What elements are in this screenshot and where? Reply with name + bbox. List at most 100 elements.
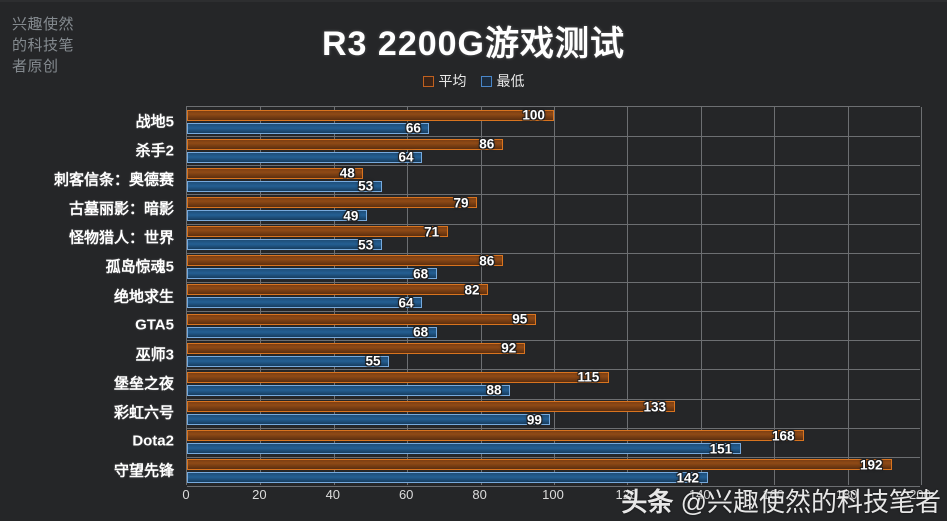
bar-average[interactable]: [187, 342, 525, 354]
bar-average[interactable]: [187, 167, 364, 179]
bar-row: 92 55: [187, 340, 920, 369]
bar-value-label: 92: [501, 340, 517, 356]
bar-average[interactable]: [187, 313, 536, 325]
category-label: 古墓丽影：暗影: [68, 200, 174, 218]
gridline-vertical: [921, 107, 922, 485]
legend-swatch-minimum-icon: [480, 75, 492, 87]
bar-minimum[interactable]: [187, 210, 367, 222]
bar-row: 95 68: [187, 311, 920, 340]
bar-value-label: 99: [526, 412, 542, 428]
bar-group: 115: [187, 369, 920, 385]
value-tick-label: 160: [762, 487, 785, 502]
bar-group: 86: [187, 137, 920, 152]
bar-group: 168: [187, 428, 920, 444]
bar-average[interactable]: [187, 371, 610, 383]
category-label: 彩虹六号: [113, 404, 174, 422]
bar-value-label: 151: [709, 441, 733, 457]
bar-average[interactable]: [187, 459, 892, 471]
bar-group: 192: [187, 457, 920, 472]
bar-minimum[interactable]: [187, 297, 422, 309]
bar-group: 64: [187, 295, 920, 310]
bar-average[interactable]: [187, 226, 448, 238]
category-label: 刺客信条：奥德赛: [53, 171, 174, 189]
chart-legend: 平均 最低: [0, 74, 947, 88]
chart-title: R3 2200G游戏测试: [322, 25, 625, 63]
bar-minimum[interactable]: [187, 326, 437, 338]
bar-group: 48: [187, 165, 920, 181]
category-label: 战地5: [135, 113, 174, 131]
bar-row: 115 88: [187, 369, 920, 398]
bar-minimum[interactable]: [187, 384, 510, 396]
bar-minimum[interactable]: [187, 443, 742, 455]
category-label: Dota2: [132, 432, 174, 450]
bar-row: 192 142: [187, 457, 920, 486]
bar-group: 68: [187, 324, 920, 340]
bar-group: 86: [187, 253, 920, 269]
watermark-handle: @兴趣使然的科技笔者: [680, 487, 941, 517]
bar-minimum[interactable]: [187, 122, 430, 134]
bar-value-label: 48: [339, 165, 355, 181]
category-label: GTA5: [135, 316, 174, 334]
bar-row: 86 68: [187, 253, 920, 282]
legend-label-average: 平均: [438, 73, 467, 89]
watermark-bottom-right: 头条 @兴趣使然的科技笔者: [621, 482, 941, 519]
value-tick-label: 180: [835, 487, 858, 502]
bar-average[interactable]: [187, 401, 676, 413]
bar-group: 99: [187, 412, 920, 428]
value-tick-label: 120: [615, 487, 638, 502]
bar-value-label: 68: [413, 266, 429, 282]
bar-minimum[interactable]: [187, 268, 437, 280]
bar-group: 55: [187, 354, 920, 369]
bar-value-label: 168: [771, 428, 795, 444]
value-tick-label: 20: [252, 487, 267, 502]
bar-group: 49: [187, 208, 920, 223]
bar-row: 71 53: [187, 224, 920, 253]
legend-item-average[interactable]: 平均: [422, 73, 467, 89]
bar-average[interactable]: [187, 284, 488, 296]
bar-value-label: 115: [577, 369, 600, 385]
bar-value-label: 66: [405, 120, 421, 136]
legend-item-minimum[interactable]: 最低: [480, 73, 525, 89]
bar-value-label: 64: [398, 149, 414, 165]
legend-label-minimum: 最低: [496, 73, 525, 89]
bar-value-label: 95: [512, 311, 528, 327]
value-tick-label: 60: [398, 487, 414, 502]
bar-row: 133 99: [187, 399, 920, 428]
bar-average[interactable]: [187, 109, 554, 121]
bar-group: 95: [187, 311, 920, 327]
bar-value-label: 86: [479, 253, 495, 269]
bar-value-label: 100: [522, 107, 545, 123]
bar-minimum[interactable]: [187, 180, 382, 192]
bar-value-label: 82: [464, 282, 480, 298]
bar-average[interactable]: [187, 197, 477, 209]
bar-group: 151: [187, 441, 920, 457]
bar-minimum[interactable]: [187, 355, 389, 367]
bar-group: 82: [187, 282, 920, 298]
bar-group: 64: [187, 149, 920, 165]
category-label: 绝地求生: [113, 288, 174, 305]
bar-average[interactable]: [187, 255, 503, 267]
category-label: 杀手2: [135, 142, 174, 160]
category-label: 怪物猎人：世界: [68, 229, 174, 247]
bar-group: 53: [187, 237, 920, 252]
category-label: 堡垒之夜: [113, 375, 174, 393]
bar-minimum[interactable]: [187, 472, 709, 484]
bar-minimum[interactable]: [187, 151, 422, 163]
value-axis: 0 20 40 60 80 100 120 140 160 180 200: [182, 487, 930, 511]
bar-row: 82 64: [187, 282, 920, 311]
value-tick-label: 140: [688, 487, 711, 502]
bar-group: 100: [187, 107, 920, 123]
bar-minimum[interactable]: [187, 414, 551, 426]
bar-value-label: 68: [413, 324, 429, 340]
bar-row: 100 66: [187, 107, 920, 136]
category-axis: 战地5 杀手2 刺客信条：奥德赛 古墓丽影：暗影 怪物猎人：世界 孤岛惊魂5 绝地求生 GTA…: [0, 106, 180, 485]
bar-group: 133: [187, 399, 920, 414]
bar-group: 142: [187, 470, 920, 485]
plot-area: 100 66 86 64 48 53 79 49 71 53 86 68 82 64 95 68 92 55 115…: [186, 106, 922, 487]
bar-row: 79 49: [187, 194, 920, 223]
bar-average[interactable]: [187, 138, 503, 150]
bar-value-label: 79: [453, 195, 469, 211]
bar-minimum[interactable]: [187, 239, 382, 251]
bar-average[interactable]: [187, 430, 804, 442]
